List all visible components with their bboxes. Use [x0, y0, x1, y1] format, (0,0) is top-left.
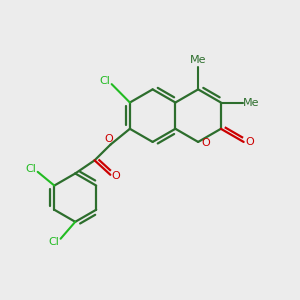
Text: O: O: [111, 171, 120, 181]
Text: Me: Me: [243, 98, 260, 107]
Text: O: O: [105, 134, 113, 144]
Text: O: O: [246, 137, 255, 147]
Text: O: O: [201, 138, 210, 148]
Text: Me: Me: [190, 56, 206, 65]
Text: Cl: Cl: [49, 237, 59, 247]
Text: Cl: Cl: [100, 76, 110, 85]
Text: Cl: Cl: [26, 164, 37, 174]
